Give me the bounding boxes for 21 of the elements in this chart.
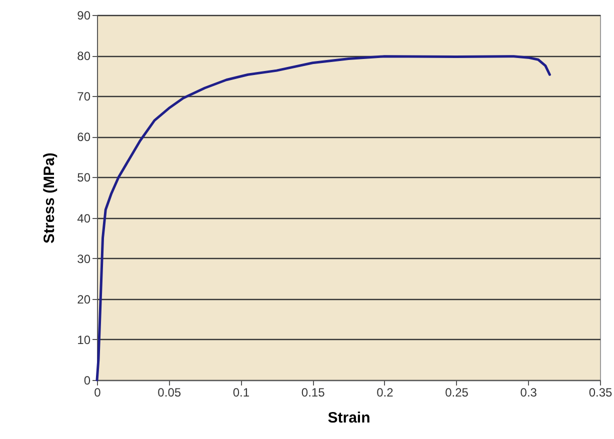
y-tick-label: 80 — [77, 49, 91, 64]
y-tick-label: 60 — [77, 130, 91, 144]
x-tick-label: 0.35 — [588, 386, 612, 400]
y-tick-label: 30 — [77, 252, 91, 266]
y-tick-label: 50 — [77, 170, 91, 185]
y-tick-label: 90 — [77, 8, 91, 22]
x-tick-label: 0.05 — [158, 386, 182, 400]
x-tick-label: 0 — [94, 386, 102, 400]
line-series — [96, 55, 551, 382]
x-tick-label: 0.25 — [445, 386, 469, 400]
y-axis-title: Stress (MPa) — [41, 152, 58, 244]
x-tick-label: 0.15 — [301, 386, 326, 400]
y-tick-label: 10 — [77, 332, 91, 347]
x-tick-label: 0.3 — [520, 386, 538, 400]
x-tick-label: 0.1 — [232, 386, 250, 400]
y-tick-label: 70 — [77, 90, 91, 104]
x-tick-label: 0.2 — [376, 386, 394, 400]
y-tick-label: 0 — [84, 374, 91, 388]
y-tick-label: 40 — [77, 211, 91, 226]
y-tick-label: 20 — [77, 292, 91, 306]
x-axis-title: Strain — [328, 410, 370, 426]
